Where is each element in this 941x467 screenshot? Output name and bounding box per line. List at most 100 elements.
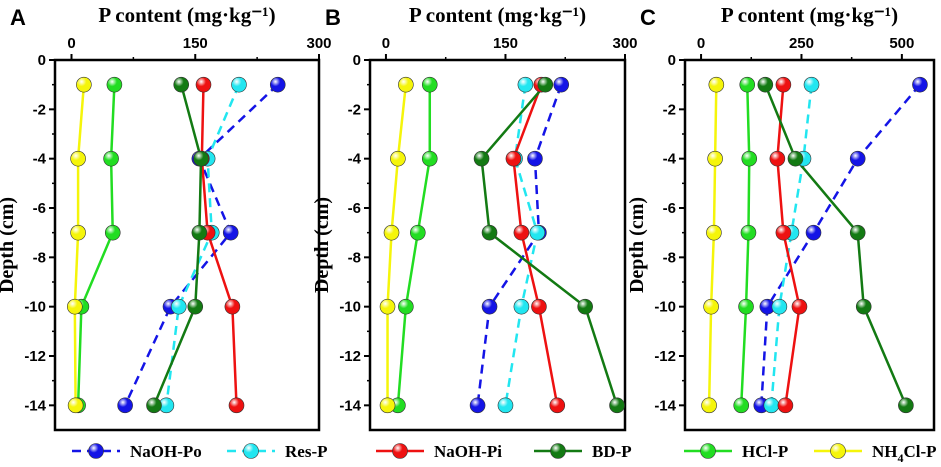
data-point-naoh-po — [805, 224, 822, 241]
legend-item: NaOH-Po — [72, 442, 202, 461]
data-point-hcl-p — [398, 298, 414, 315]
series-line-hcl-p — [76, 84, 116, 406]
data-point-res-p — [231, 76, 247, 93]
data-point-naoh-po — [849, 150, 866, 167]
data-point-bd-p — [537, 76, 554, 93]
data-point-naoh-po — [222, 224, 239, 241]
data-point-nh4cl-p — [70, 150, 86, 167]
series-line-hcl-p — [739, 84, 751, 406]
x-tick-label: 250 — [789, 35, 814, 52]
y-tick-label: -10 — [24, 299, 46, 316]
legend-label: Res-P — [285, 442, 327, 461]
y-tick-label: -14 — [339, 397, 361, 414]
series-line-nh4cl-p — [707, 84, 718, 406]
y-tick-label: -6 — [663, 200, 676, 217]
y-tick-label: -12 — [339, 348, 361, 365]
data-point-naoh-po — [912, 76, 928, 93]
data-point-naoh-pi — [505, 150, 522, 167]
data-point-bd-p — [173, 76, 190, 93]
data-point-bd-p — [757, 76, 774, 93]
data-point-nh4cl-p — [707, 150, 723, 167]
y-tick-label: -12 — [654, 348, 676, 365]
y-tick-label: -2 — [348, 101, 361, 118]
x-tick-label: 0 — [382, 35, 390, 52]
legend-marker — [830, 443, 846, 459]
data-point-naoh-pi — [224, 298, 241, 315]
data-point-res-p — [513, 298, 530, 315]
data-point-res-p — [771, 298, 788, 315]
legend-label: NaOH-Pi — [434, 442, 502, 461]
data-point-naoh-pi — [513, 224, 530, 241]
y-tick-label: -8 — [33, 249, 46, 266]
data-point-bd-p — [473, 150, 490, 167]
data-point-res-p — [517, 76, 534, 93]
data-point-naoh-po — [553, 76, 570, 93]
y-tick-label: -8 — [348, 249, 361, 266]
data-point-naoh-pi — [531, 298, 547, 315]
data-point-naoh-po — [481, 298, 498, 315]
data-point-res-p — [497, 397, 514, 414]
y-tick-label: -12 — [24, 348, 46, 365]
x-axis-title: P content (mg·kg⁻¹) — [409, 3, 586, 27]
legend-marker — [88, 443, 104, 459]
legend-label: NaOH-Po — [130, 442, 202, 461]
data-point-bd-p — [193, 150, 209, 167]
data-point-nh4cl-p — [701, 397, 717, 414]
legend-item: HCl-P — [684, 442, 788, 461]
y-tick-label: -8 — [663, 249, 676, 266]
x-tick-label: 150 — [493, 35, 518, 52]
data-point-bd-p — [191, 224, 208, 241]
data-point-hcl-p — [104, 224, 121, 241]
data-point-nh4cl-p — [706, 224, 722, 241]
y-tick-label: 0 — [668, 52, 676, 69]
data-point-nh4cl-p — [398, 76, 414, 93]
plot-frame — [683, 58, 936, 432]
y-tick-label: -6 — [348, 200, 361, 217]
plot-frame — [368, 58, 627, 432]
data-point-naoh-pi — [769, 150, 786, 167]
data-point-nh4cl-p — [76, 76, 92, 93]
data-point-res-p — [529, 224, 546, 241]
data-point-nh4cl-p — [67, 298, 83, 315]
legend-item: Res-P — [227, 442, 327, 461]
legend-label: BD-P — [592, 442, 632, 461]
y-tick-label: -14 — [654, 397, 676, 414]
legend-marker — [700, 443, 716, 459]
panel-letter: A — [10, 5, 26, 30]
y-tick-label: -4 — [33, 151, 47, 168]
data-point-hcl-p — [421, 76, 438, 93]
data-point-nh4cl-p — [383, 224, 400, 241]
y-tick-label: 0 — [38, 52, 46, 69]
data-point-naoh-po — [527, 150, 543, 167]
panel-a: A P content (mg·kg⁻¹) Depth (cm) 0 150 300 0 -2… — [0, 3, 332, 432]
data-point-hcl-p — [739, 76, 756, 93]
x-axis-title: P content (mg·kg⁻¹) — [98, 3, 275, 27]
data-point-naoh-pi — [775, 76, 792, 93]
data-point-hcl-p — [740, 224, 757, 241]
data-point-naoh-pi — [195, 76, 212, 93]
data-point-naoh-pi — [775, 224, 792, 241]
data-point-bd-p — [849, 224, 866, 241]
data-point-bd-p — [609, 397, 625, 414]
y-tick-label: -4 — [348, 151, 362, 168]
series-line-naoh-pi — [512, 84, 559, 406]
data-point-hcl-p — [103, 150, 119, 167]
data-point-res-p — [170, 298, 187, 315]
data-point-bd-p — [187, 298, 204, 315]
data-point-nh4cl-p — [703, 298, 719, 315]
data-point-bd-p — [855, 298, 872, 315]
panel-letter: B — [325, 5, 341, 30]
series-line-res-p — [504, 84, 539, 406]
legend-label: NH4Cl-P — [872, 442, 937, 465]
y-tick-label: -14 — [24, 397, 46, 414]
y-tick-label: -10 — [339, 299, 361, 316]
y-tick-label: -2 — [33, 101, 46, 118]
y-tick-label: -10 — [654, 299, 676, 316]
data-point-nh4cl-p — [67, 397, 84, 414]
data-point-naoh-po — [117, 397, 133, 414]
data-point-hcl-p — [410, 224, 426, 241]
data-point-naoh-po — [469, 397, 486, 414]
series-line-nh4cl-p — [386, 84, 408, 406]
x-tick-label: 300 — [612, 35, 637, 52]
